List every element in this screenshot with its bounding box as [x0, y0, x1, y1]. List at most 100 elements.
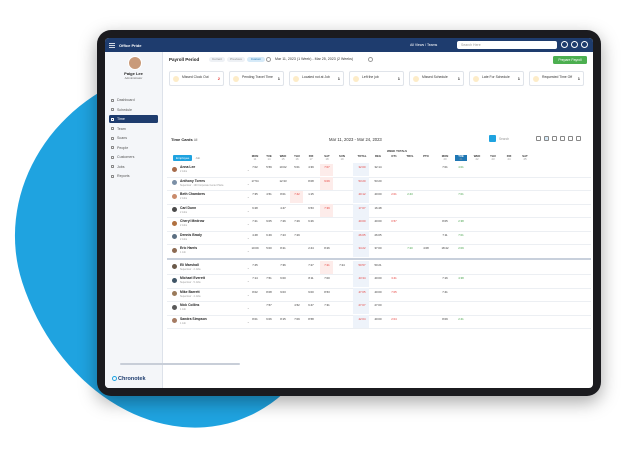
time-cell[interactable]: 7:27	[308, 262, 314, 267]
time-cell[interactable]: 8:01	[280, 192, 286, 196]
add-icon[interactable]	[489, 135, 496, 142]
time-cell[interactable]: 9:03	[280, 289, 286, 294]
alert-card[interactable]: Left the job 1	[349, 71, 404, 86]
table-row[interactable]: Nick Collins 1 Job ⌄ 7:57 4:52 6:47 7:31 27:07 2…	[167, 301, 591, 316]
chevron-down-icon[interactable]: ⌄	[247, 168, 250, 172]
time-cell[interactable]: 2:09	[458, 246, 464, 250]
time-cell[interactable]: 5:01	[294, 165, 300, 169]
table-row[interactable]: Carl Dunn 2 Jobs ⌄ 6:28 4:47 6:53 7:39 17:07 16:…	[167, 203, 591, 218]
time-cell[interactable]: 7:02	[252, 165, 258, 169]
time-cell[interactable]: 8:58	[308, 316, 314, 321]
time-cell[interactable]: 12:33	[279, 178, 287, 183]
time-cell[interactable]: 7:01	[458, 232, 464, 237]
time-cell[interactable]: 8:26	[324, 246, 330, 250]
time-cell[interactable]: 6:06	[266, 316, 272, 321]
timecard-search-input[interactable]: Search	[499, 137, 510, 141]
time-cell[interactable]: 6:47	[308, 303, 314, 307]
search-input[interactable]: Search Here	[457, 41, 557, 49]
time-cell[interactable]: 6:28	[252, 205, 258, 210]
column-header[interactable]: TUE 14	[263, 154, 275, 161]
time-cell[interactable]: 7:09	[294, 316, 300, 321]
time-cell[interactable]: 8:01	[252, 316, 258, 321]
alert-card[interactable]: Missed Clock Out 2	[169, 71, 224, 86]
employee-name[interactable]: Eli Marshall	[180, 262, 199, 267]
chevron-down-icon[interactable]: ⌄	[247, 235, 250, 240]
time-cell[interactable]: 5:00	[266, 246, 272, 250]
chevron-down-icon[interactable]: ⌄	[247, 222, 250, 226]
search-icon[interactable]	[536, 136, 541, 141]
chevron-down-icon[interactable]: ⌄	[247, 265, 250, 270]
time-cell[interactable]: 7:39	[324, 205, 330, 210]
time-cell[interactable]: 9:05	[266, 219, 272, 223]
filter-icon[interactable]	[568, 136, 573, 141]
time-cell[interactable]: 7:16	[442, 276, 448, 280]
time-cell[interactable]: 4:52	[294, 303, 300, 307]
time-cell[interactable]: 2:41	[458, 316, 464, 321]
sidebar-item-team[interactable]: Team	[109, 125, 158, 133]
column-header[interactable]: SAT 18	[321, 154, 333, 161]
column-header[interactable]: PTO	[419, 154, 433, 158]
time-cell[interactable]: 7:21	[324, 262, 330, 267]
column-header[interactable]: SUN 19	[336, 154, 348, 161]
alert-card[interactable]: Missed Schedule 1	[409, 71, 464, 86]
sidebar-item-jobs[interactable]: Jobs	[109, 163, 158, 171]
time-cell[interactable]: 6:49	[266, 232, 272, 237]
time-cell[interactable]: 2:38	[458, 219, 464, 223]
notification-icon[interactable]	[561, 41, 568, 48]
time-cell[interactable]: 9:09	[324, 178, 330, 183]
column-header[interactable]: TUE 21	[455, 154, 467, 162]
column-header[interactable]: FRI 24	[503, 154, 515, 161]
time-cell[interactable]: 10:09	[251, 246, 259, 250]
time-cell[interactable]: 8:53	[324, 289, 330, 294]
time-cell[interactable]: 7:57	[266, 303, 272, 307]
employee-name[interactable]: Anna Lee	[180, 165, 196, 169]
time-cell[interactable]: 7:29	[294, 232, 300, 237]
list-view-icon[interactable]	[552, 136, 557, 141]
column-header[interactable]: WED 15	[277, 154, 289, 161]
pill-custom[interactable]: Custom	[247, 57, 265, 62]
table-row[interactable]: Anna Lee 2 Jobs ⌄ 7:02 5:59 10:02 5:01 4:39 7:07…	[167, 163, 591, 178]
employee-name[interactable]: Carl Dunn	[180, 205, 197, 210]
time-cell[interactable]: 1:15	[308, 192, 314, 196]
prev-period-icon[interactable]	[266, 56, 271, 62]
chevron-down-icon[interactable]: ⌄	[247, 319, 250, 324]
grid-view-icon[interactable]	[544, 136, 549, 141]
time-cell[interactable]: 7:01	[458, 192, 464, 196]
sidebar-item-dashboard[interactable]: Dashboard	[109, 96, 158, 104]
time-cell[interactable]: 10:02	[279, 165, 287, 169]
table-row[interactable]: Cheryl Medrow 2 Jobs ⌄ 7:21 9:05 7:26 7:29 6:26…	[167, 217, 591, 232]
column-header[interactable]: SAT 25	[519, 154, 531, 161]
time-cell[interactable]: 7:23	[280, 232, 286, 237]
time-cell[interactable]: 8:05	[442, 219, 448, 223]
time-cell[interactable]: 8:21	[280, 246, 286, 250]
column-header[interactable]: REG	[371, 154, 385, 158]
table-row[interactable]: Michael Everett Supervisor · 5 Jobs ⌄ 7:14 7…	[167, 274, 591, 289]
avatar[interactable]	[128, 56, 142, 70]
employee-name[interactable]: Anthony Torres	[180, 178, 205, 183]
table-row[interactable]: Sandra Simpson 1 Job ⌄ 8:01 6:06 8:15 7:09 8:58…	[167, 314, 591, 329]
chevron-down-icon[interactable]: ⌄	[247, 208, 250, 213]
table-row[interactable]: Beth Chambers 2 Jobs ⌄ 7:35 4:51 8:01 7:42 1:15…	[167, 190, 591, 205]
sidebar-item-time[interactable]: Time	[109, 115, 158, 123]
column-header[interactable]: MON 20	[439, 154, 451, 161]
timecards-filter[interactable]: All	[193, 138, 198, 142]
employee-name[interactable]: Michael Everett	[180, 276, 205, 280]
table-row[interactable]: Mike Barrett Supervisor · 4 Jobs ⌄ 8:02 8:08…	[167, 287, 591, 302]
table-row[interactable]: Dennis Brady 2 Jobs ⌄ 4:48 6:49 7:23 7:29 26:05…	[167, 230, 591, 245]
time-cell[interactable]: 8:08	[266, 289, 272, 294]
time-cell[interactable]: 7:36	[280, 262, 286, 267]
chevron-down-icon[interactable]: ⌄	[247, 292, 250, 297]
chevron-down-icon[interactable]: ⌄	[247, 306, 250, 310]
time-cell[interactable]: 7:29	[294, 219, 300, 223]
sidebar-item-schedule[interactable]: Schedule	[109, 106, 158, 114]
prepare-payroll-button[interactable]: Prepare Payroll	[553, 56, 587, 64]
table-row[interactable]: Anthony Torres Supervisor · 190 Corporate…	[167, 176, 591, 191]
horizontal-scrollbar[interactable]	[120, 363, 240, 365]
time-cell[interactable]: 4:38	[458, 276, 464, 280]
sidebar-item-customers[interactable]: Customers	[109, 153, 158, 161]
time-cell[interactable]: 7:14	[252, 276, 258, 280]
employee-name[interactable]: Dennis Brady	[180, 232, 202, 237]
employee-name[interactable]: Cheryl Medrow	[180, 219, 205, 223]
table-row[interactable]: Eli Marshall Supervisor · 2 Jobs ⌄ 7:45 7:36…	[167, 260, 591, 275]
employee-name[interactable]: Mike Barrett	[180, 289, 200, 294]
